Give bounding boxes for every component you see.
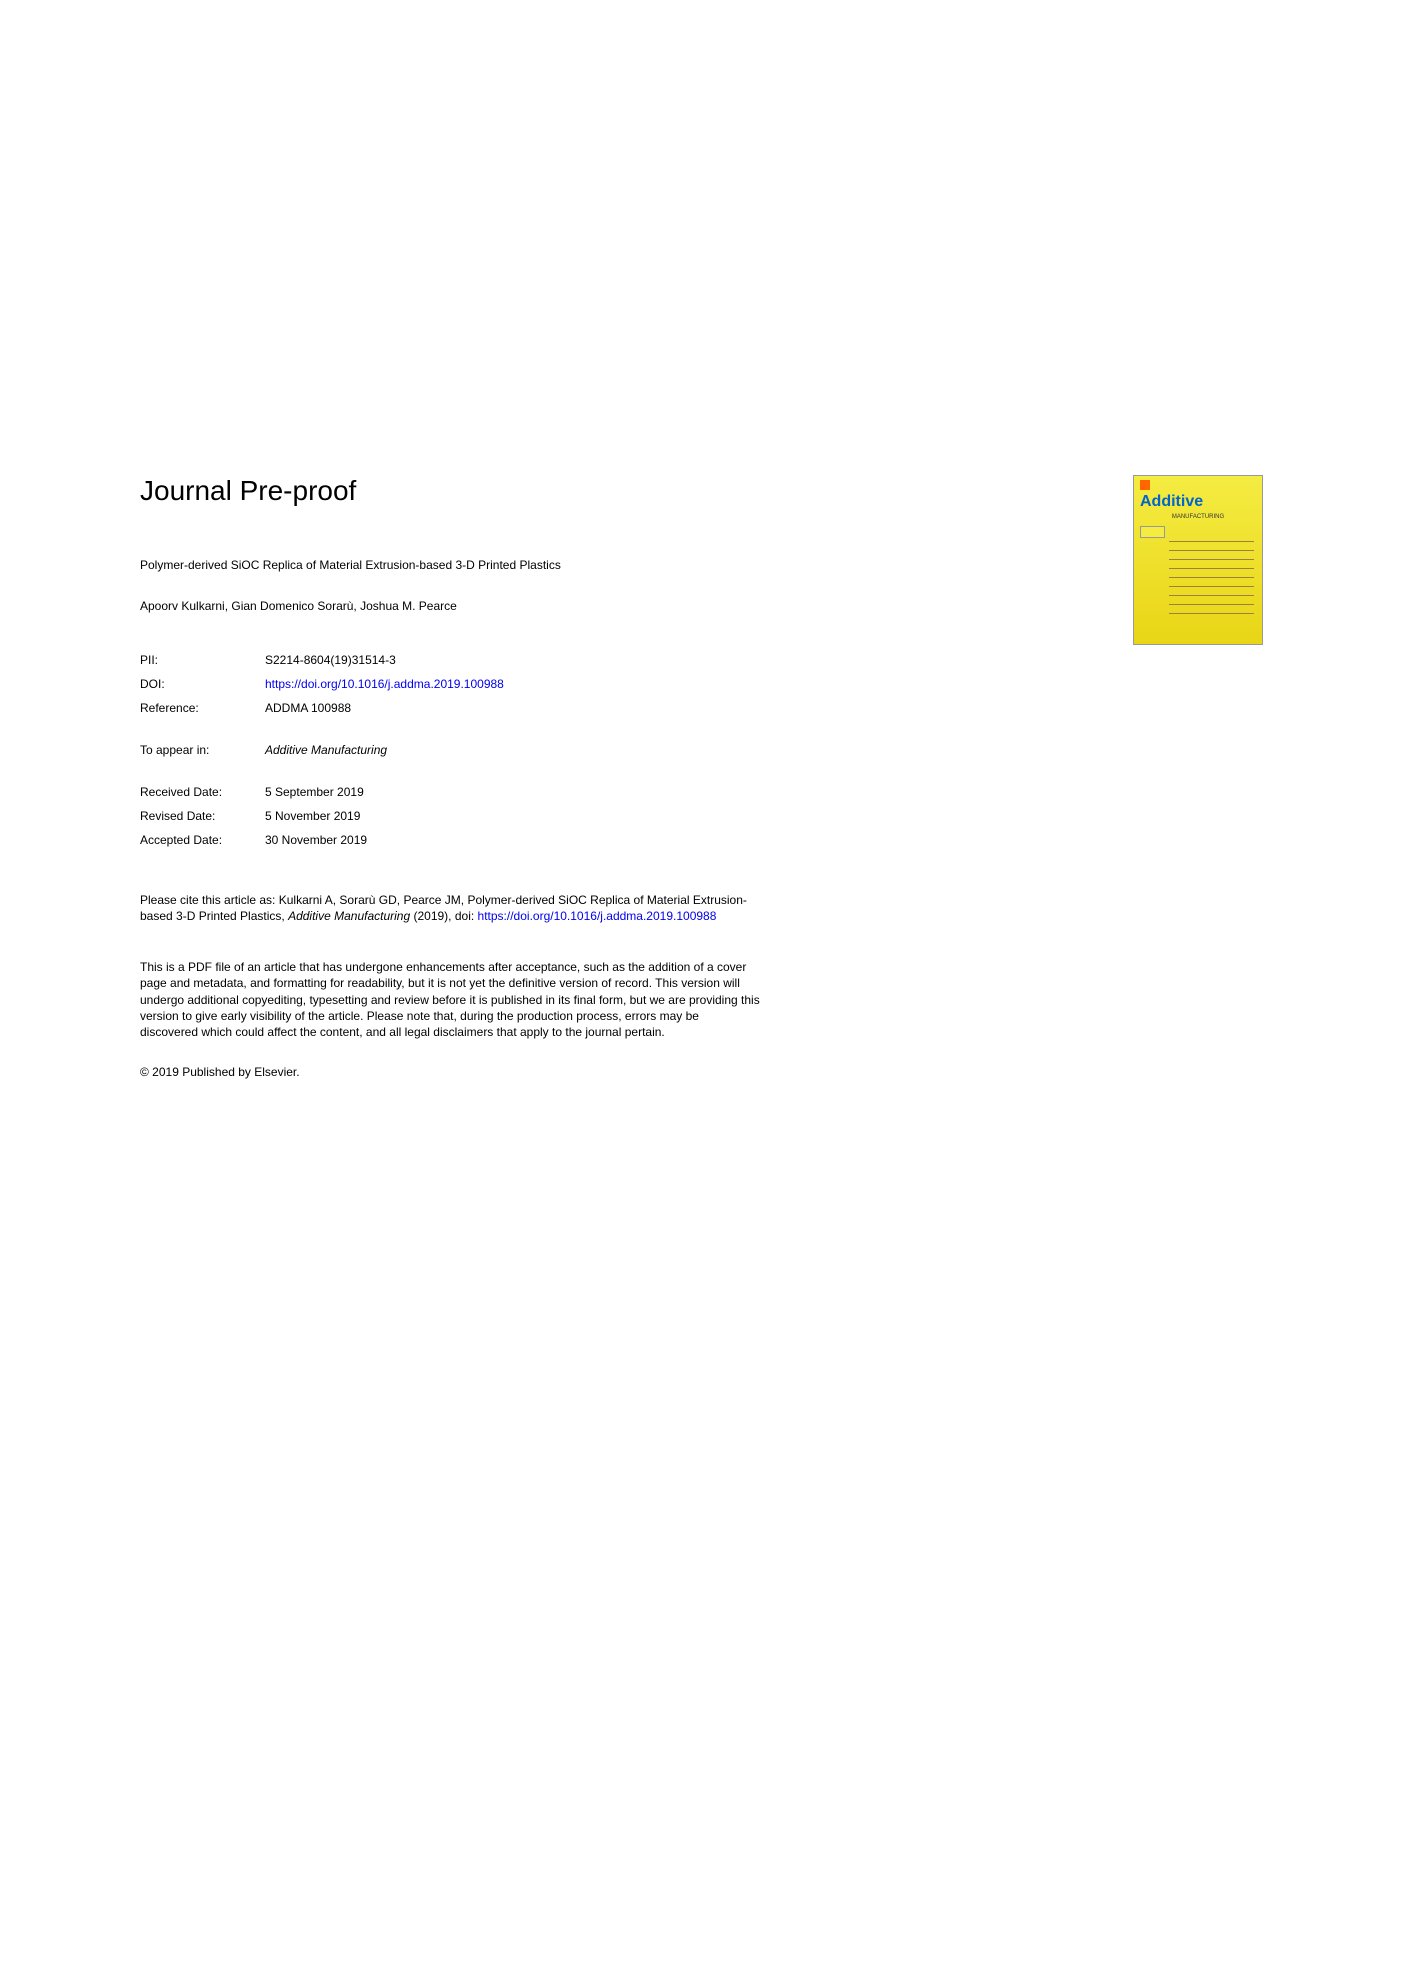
meta-row-revised: Revised Date: 5 November 2019 <box>140 809 1263 823</box>
received-value: 5 September 2019 <box>265 785 364 799</box>
revised-value: 5 November 2019 <box>265 809 360 823</box>
cover-decorative-lines <box>1169 541 1254 622</box>
accepted-label: Accepted Date: <box>140 833 265 847</box>
accepted-value: 30 November 2019 <box>265 833 367 847</box>
copyright-text: © 2019 Published by Elsevier. <box>140 1065 760 1079</box>
received-label: Received Date: <box>140 785 265 799</box>
cover-subtitle: MANUFACTURING <box>1140 514 1256 520</box>
cover-editor-box <box>1140 526 1165 538</box>
reference-value: ADDMA 100988 <box>265 701 351 715</box>
citation-journal: Additive Manufacturing <box>288 909 410 923</box>
revised-label: Revised Date: <box>140 809 265 823</box>
meta-row-reference: Reference: ADDMA 100988 <box>140 701 1263 715</box>
reference-label: Reference: <box>140 701 265 715</box>
appear-value: Additive Manufacturing <box>265 743 387 757</box>
doi-link[interactable]: https://doi.org/10.1016/j.addma.2019.100… <box>265 677 504 691</box>
citation-text: Please cite this article as: Kulkarni A,… <box>140 892 760 924</box>
meta-row-doi: DOI: https://doi.org/10.1016/j.addma.201… <box>140 677 1263 691</box>
doi-label: DOI: <box>140 677 265 691</box>
page-title: Journal Pre-proof <box>140 475 1263 507</box>
article-authors: Apoorv Kulkarni, Gian Domenico Sorarù, J… <box>140 599 630 613</box>
meta-row-received: Received Date: 5 September 2019 <box>140 785 1263 799</box>
pii-value: S2214-8604(19)31514-3 <box>265 653 396 667</box>
disclaimer-text: This is a PDF file of an article that ha… <box>140 959 760 1040</box>
meta-row-appear: To appear in: Additive Manufacturing <box>140 743 1263 757</box>
citation-year: (2019), doi: <box>410 909 477 923</box>
meta-row-pii: PII: S2214-8604(19)31514-3 <box>140 653 1263 667</box>
journal-cover-thumbnail: Additive MANUFACTURING <box>1133 475 1263 645</box>
meta-row-accepted: Accepted Date: 30 November 2019 <box>140 833 1263 847</box>
metadata-table: PII: S2214-8604(19)31514-3 DOI: https://… <box>140 653 1263 847</box>
cover-title: Additive <box>1140 494 1256 510</box>
publisher-logo-icon <box>1140 480 1150 490</box>
page-container: Additive MANUFACTURING Journal Pre-proof… <box>0 0 1403 1985</box>
pii-label: PII: <box>140 653 265 667</box>
appear-label: To appear in: <box>140 743 265 757</box>
article-title: Polymer-derived SiOC Replica of Material… <box>140 557 630 574</box>
citation-doi-link[interactable]: https://doi.org/10.1016/j.addma.2019.100… <box>478 909 717 923</box>
